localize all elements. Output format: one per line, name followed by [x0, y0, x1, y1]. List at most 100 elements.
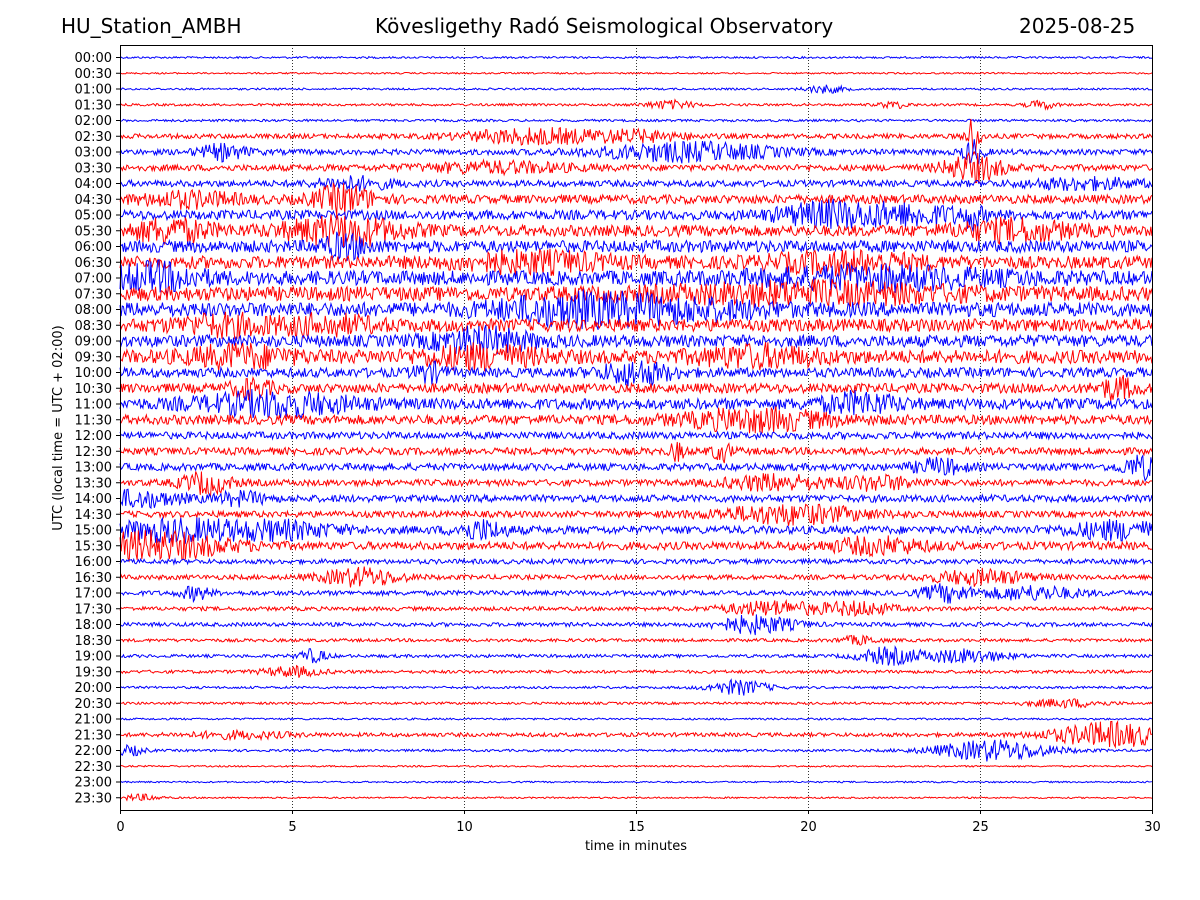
trace-2200: [119, 739, 1153, 762]
y-tick-label: 21:00: [75, 713, 112, 728]
trace-0400: [119, 175, 1153, 192]
trace-1530: [119, 529, 1153, 563]
trace-2030: [119, 698, 1153, 709]
trace-0000: [119, 55, 1153, 60]
y-tick-label: 10:00: [75, 366, 112, 381]
trace-1900: [119, 645, 1153, 667]
y-tick-label: 09:00: [75, 335, 112, 350]
trace-0700: [119, 258, 1153, 296]
trace-0430: [119, 181, 1153, 216]
trace-1730: [119, 598, 1153, 618]
x-tick-label: 15: [628, 820, 645, 835]
trace-0100: [119, 84, 1153, 94]
trace-1800: [119, 614, 1153, 636]
y-tick-label: 11:00: [75, 398, 112, 413]
y-tick-label: 07:30: [75, 287, 112, 302]
trace-1930: [119, 664, 1153, 678]
x-tick-label: 25: [972, 820, 989, 835]
trace-1330: [119, 471, 1153, 497]
chart-date: 2025-08-25: [1019, 14, 1136, 38]
y-tick-label: 05:00: [75, 209, 112, 224]
trace-1600: [119, 557, 1153, 566]
y-tick-label: 19:00: [75, 650, 112, 665]
y-tick-label: 06:00: [75, 240, 112, 255]
y-tick-label: 01:30: [75, 98, 112, 113]
trace-1830: [119, 634, 1153, 646]
y-tick-label: 14:00: [75, 492, 112, 507]
trace-0730: [119, 278, 1153, 309]
trace-0530: [119, 214, 1153, 248]
y-tick-label: 21:30: [75, 728, 112, 743]
y-tick-label: 04:00: [75, 177, 112, 192]
trace-0600: [119, 231, 1153, 262]
trace-2300: [119, 780, 1153, 784]
y-tick-label: 03:00: [75, 146, 112, 161]
trace-1430: [119, 503, 1153, 526]
trace-1630: [119, 566, 1153, 588]
x-tick-label: 10: [456, 820, 473, 835]
plot-area: [120, 45, 1153, 811]
chart-title: Kövesligethy Radó Seismological Observat…: [375, 14, 834, 38]
y-tick-label: 18:00: [75, 618, 112, 633]
trace-0200: [119, 118, 1153, 123]
y-tick-label: 18:30: [75, 634, 112, 649]
trace-0030: [119, 71, 1153, 75]
trace-1100: [119, 389, 1153, 420]
y-tick-label: 15:00: [75, 524, 112, 539]
y-tick-label: 14:30: [75, 508, 112, 523]
trace-1700: [119, 583, 1153, 604]
y-tick-label: 17:00: [75, 587, 112, 602]
y-tick-label: 06:30: [75, 256, 112, 271]
y-tick-label: 17:30: [75, 602, 112, 617]
y-tick-label: 13:00: [75, 461, 112, 476]
station-name: HU_Station_AMBH: [61, 14, 242, 38]
x-tick-label: 5: [288, 820, 296, 835]
x-axis-label: time in minutes: [585, 839, 687, 854]
trace-1300: [119, 454, 1153, 482]
trace-group: [119, 55, 1153, 802]
y-tick-label: 19:30: [75, 665, 112, 680]
y-tick-label: 03:30: [75, 161, 112, 176]
y-tick-label: 23:30: [75, 791, 112, 806]
trace-0800: [119, 289, 1153, 330]
y-tick-label: 20:30: [75, 697, 112, 712]
y-tick-label: 15:30: [75, 539, 112, 554]
trace-1200: [119, 430, 1153, 441]
y-tick-label: 02:30: [75, 130, 112, 145]
trace-0300: [119, 139, 1153, 165]
y-tick-label: 07:00: [75, 272, 112, 287]
trace-2330: [119, 792, 1153, 802]
y-tick-label: 08:00: [75, 303, 112, 318]
trace-1030: [119, 374, 1153, 404]
y-tick-label: 09:30: [75, 350, 112, 365]
trace-1000: [119, 360, 1153, 388]
trace-0930: [119, 342, 1153, 372]
trace-1230: [119, 441, 1153, 464]
trace-0500: [119, 198, 1153, 232]
y-tick-label: 05:30: [75, 224, 112, 239]
trace-0900: [119, 324, 1153, 355]
y-tick-label: 13:30: [75, 476, 112, 491]
y-tick-label: 01:00: [75, 83, 112, 98]
trace-2000: [119, 678, 1153, 696]
y-tick-label: 10:30: [75, 382, 112, 397]
x-tick-label: 30: [1144, 820, 1161, 835]
y-tick-label: 23:00: [75, 776, 112, 791]
y-tick-label: 00:00: [75, 51, 112, 66]
x-tick-label: 0: [116, 820, 124, 835]
x-tick-label: 20: [800, 820, 817, 835]
trace-2230: [119, 764, 1153, 768]
y-tick-label: 08:30: [75, 319, 112, 334]
trace-1130: [119, 406, 1153, 434]
trace-0630: [119, 248, 1153, 277]
y-tick-label: 04:30: [75, 193, 112, 208]
y-tick-label: 16:00: [75, 555, 112, 570]
y-tick-label: 11:30: [75, 413, 112, 428]
y-tick-label: 02:00: [75, 114, 112, 129]
trace-2100: [119, 717, 1153, 721]
y-tick-label: 00:30: [75, 67, 112, 82]
y-axis: 00:0000:3001:0001:3002:0002:3003:0003:30…: [75, 51, 120, 806]
y-tick-label: 22:00: [75, 744, 112, 759]
trace-0330: [119, 151, 1153, 184]
